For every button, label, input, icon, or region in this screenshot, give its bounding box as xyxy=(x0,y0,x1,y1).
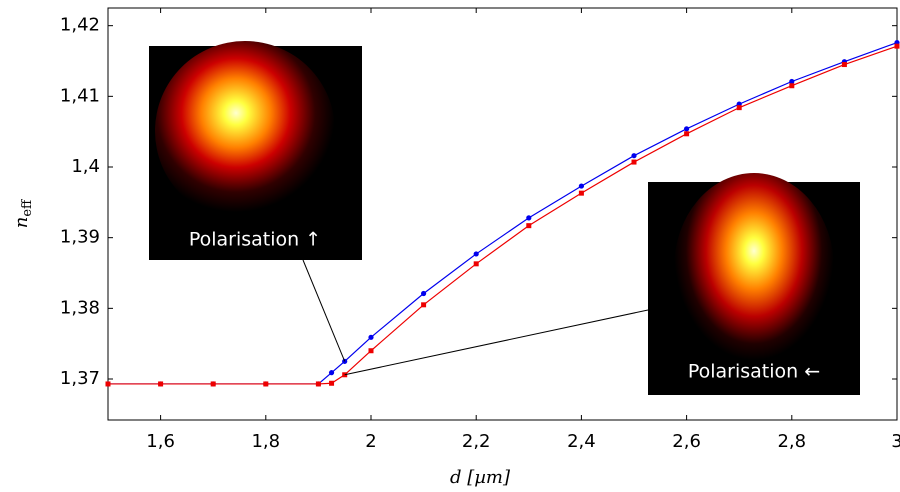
pointer xyxy=(344,309,649,376)
marker xyxy=(328,370,335,376)
marker xyxy=(473,261,479,267)
marker xyxy=(526,223,532,229)
marker xyxy=(421,290,427,297)
marker xyxy=(578,183,585,189)
marker xyxy=(263,381,269,387)
x-tick-label: 2,4 xyxy=(567,431,596,452)
y-tick-label: 1,42 xyxy=(60,15,100,36)
marker xyxy=(526,215,532,221)
marker xyxy=(210,381,216,387)
x-tick-label: 3 xyxy=(891,431,900,452)
marker xyxy=(789,78,795,85)
pointer xyxy=(302,259,346,362)
marker xyxy=(736,105,742,111)
marker xyxy=(368,348,374,354)
y-label-sub: eff xyxy=(20,198,35,217)
plot-frame xyxy=(107,7,898,421)
y-tick-label: 1,41 xyxy=(60,85,100,106)
x-axis-label: d [µm] xyxy=(450,467,511,488)
y-tick-label: 1,39 xyxy=(60,227,100,248)
x-tick-label: 2,8 xyxy=(777,431,806,452)
series-line xyxy=(108,45,898,385)
marker xyxy=(421,302,427,308)
y-tick-label: 1,37 xyxy=(60,368,100,389)
inset-mode xyxy=(674,173,834,363)
y-label-main: n xyxy=(11,217,32,229)
y-tick-label: 1,4 xyxy=(71,156,100,177)
marker xyxy=(473,251,479,257)
inset-label: Polarisation ↑ xyxy=(189,229,321,251)
x-tick-label: 1,6 xyxy=(146,431,175,452)
inset: Polarisation ← xyxy=(648,173,860,395)
marker xyxy=(631,159,637,165)
y-axis-label: neff xyxy=(11,198,35,228)
marker xyxy=(894,43,900,49)
inset-label: Polarisation ← xyxy=(688,361,820,383)
x-tick-label: 2,2 xyxy=(462,431,491,452)
y-tick-label: 1,38 xyxy=(60,297,100,318)
inset-mode xyxy=(155,41,335,221)
plot-area xyxy=(105,40,900,387)
marker xyxy=(315,381,321,387)
marker xyxy=(789,83,795,89)
x-tick-label: 2 xyxy=(365,431,376,452)
marker xyxy=(105,381,111,387)
x-tick-label: 1,8 xyxy=(251,431,280,452)
marker xyxy=(578,190,584,196)
marker xyxy=(329,380,335,386)
marker xyxy=(684,131,690,137)
inset: Polarisation ↑ xyxy=(149,41,362,260)
marker xyxy=(368,334,374,340)
marker xyxy=(841,62,847,68)
marker xyxy=(684,126,690,132)
marker xyxy=(158,381,164,387)
x-tick-label: 2,6 xyxy=(672,431,701,452)
marker xyxy=(631,153,637,159)
